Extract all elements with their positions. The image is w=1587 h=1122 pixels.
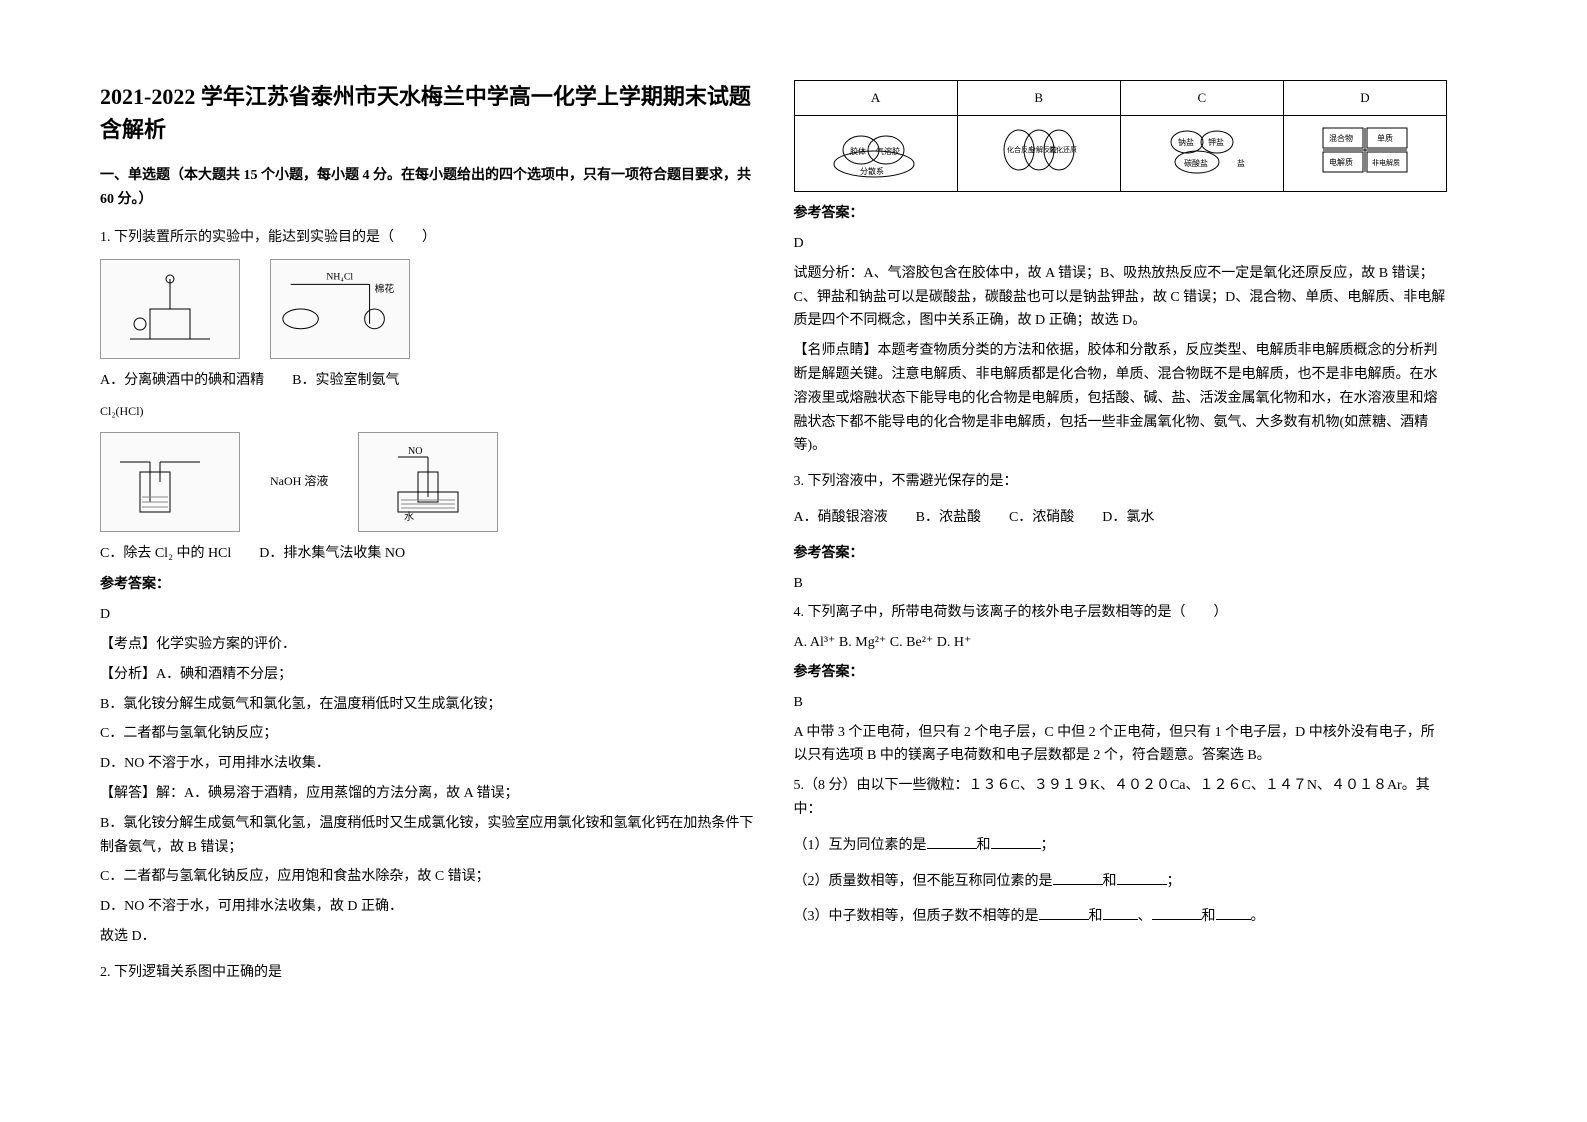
- q2-stem: 2. 下列逻辑关系图中正确的是: [100, 961, 754, 985]
- q2-header-a: A: [794, 81, 957, 116]
- naoh-label: NaOH 溶液: [270, 471, 328, 491]
- q3-stem: 3. 下列溶液中，不需避光保存的是：: [794, 470, 1448, 494]
- q2-answer-letter: D: [794, 232, 1448, 256]
- cotton-label: 棉花: [375, 283, 395, 296]
- svg-text:钠盐: 钠盐: [1178, 137, 1194, 147]
- svg-text:盐: 盐: [1237, 158, 1245, 168]
- q1-diagram-c-label: NaOH 溶液: [270, 471, 328, 491]
- q1-stem: 1. 下列装置所示的实验中，能达到实验目的是（ ）: [100, 226, 754, 250]
- section-intro: 一、单选题（本大题共 15 个小题，每小题 4 分。在每小题给出的四个选项中，只…: [100, 164, 754, 212]
- q4-answer-label: 参考答案：: [794, 661, 1448, 685]
- q1-captions-ab: A．分离碘酒中的碘和酒精 B．实验室制氨气: [100, 369, 754, 393]
- q1-jieda-0: 【解答】解：A．碘易溶于酒精，应用蒸馏的方法分离，故 A 错误；: [100, 782, 754, 806]
- page-title: 2021-2022 学年江苏省泰州市天水梅兰中学高一化学上学期期末试题含解析: [100, 80, 754, 146]
- left-column: 2021-2022 学年江苏省泰州市天水梅兰中学高一化学上学期期末试题含解析 一…: [100, 80, 794, 1082]
- q1-fenxi-2: C．二者都与氢氧化钠反应；: [100, 722, 754, 746]
- q1-diagram-a: [100, 259, 240, 359]
- q1-labels-c: Cl₂(HCl): [100, 401, 754, 421]
- svg-text:非电解质: 非电解质: [1372, 158, 1400, 167]
- q1-fenxi-1: B．氯化铵分解生成氨气和氯化氢，在温度稍低时又生成氯化铵；: [100, 693, 754, 717]
- q3-answer-label: 参考答案：: [794, 542, 1448, 566]
- q5-sub1: （1）互为同位素的是和；: [794, 834, 1448, 858]
- q2-answer-label: 参考答案：: [794, 202, 1448, 226]
- q1-diagram-d: NO 水: [358, 432, 498, 532]
- q2-header-b: B: [957, 81, 1120, 116]
- q3-options: A．硝酸银溶液 B．浓盐酸 C．浓硝酸 D．氯水: [794, 506, 1448, 530]
- svg-text:氧化还原: 氧化还原: [1049, 145, 1077, 154]
- q2-header-d: D: [1283, 81, 1446, 116]
- q5-sub3: （3）中子数相等，但质子数不相等的是和、和。: [794, 905, 1448, 929]
- svg-text:碳酸盐: 碳酸盐: [1184, 158, 1208, 168]
- q2-analysis-1: 【名师点睛】本题考查物质分类的方法和依据，胶体和分散系，反应类型、电解质非电解质…: [794, 339, 1448, 458]
- q1-diagram-c: [100, 432, 240, 532]
- q5-sub2: （2）质量数相等，但不能互称同位素的是和；: [794, 870, 1448, 894]
- q1-captions-cd: C．除去 Cl₂ 中的 HCl D．排水集气法收集 NO: [100, 542, 754, 566]
- q1-diagrams-row1: NH₄Cl 棉花: [100, 259, 754, 359]
- q3-answer-letter: B: [794, 572, 1448, 596]
- svg-text:分散系: 分散系: [860, 166, 884, 176]
- q1-kaodian: 【考点】化学实验方案的评价．: [100, 633, 754, 657]
- q4-options: A. Al³⁺ B. Mg²⁺ C. Be²⁺ D. H⁺: [794, 631, 1448, 655]
- q2-cell-b: 化合反应 分解反应 氧化还原: [957, 116, 1120, 192]
- svg-text:单质: 单质: [1377, 133, 1393, 143]
- svg-text:混合物: 混合物: [1329, 133, 1353, 143]
- water-label: 水: [404, 511, 414, 522]
- cl2-label: Cl₂(HCl): [100, 404, 144, 418]
- q4-analysis: A 中带 3 个正电荷，但只有 2 个电子层，C 中但 2 个正电荷，但只有 1…: [794, 721, 1448, 769]
- right-column: A B C D 胶体 气溶胶 分散系: [794, 80, 1488, 1082]
- svg-text:钾盐: 钾盐: [1208, 137, 1224, 147]
- q1-jieda-1: B．氯化铵分解生成氨气和氯化氢，温度稍低时又生成氯化铵，实验室应用氯化铵和氢氧化…: [100, 812, 754, 860]
- q1-jieda-3: D．NO 不溶于水，可用排水法收集，故 D 正确．: [100, 895, 754, 919]
- q2-relation-table: A B C D 胶体 气溶胶 分散系: [794, 80, 1448, 192]
- q1-fenxi-3: D．NO 不溶于水，可用排水法收集．: [100, 752, 754, 776]
- svg-text:电解质: 电解质: [1329, 157, 1353, 167]
- svg-text:气溶胶: 气溶胶: [876, 146, 900, 156]
- q1-answer-label: 参考答案：: [100, 573, 754, 597]
- q1-diagram-b: NH₄Cl 棉花: [270, 259, 410, 359]
- svg-text:胶体: 胶体: [850, 146, 866, 156]
- q1-diagrams-row2: NaOH 溶液 NO 水: [100, 432, 754, 532]
- q2-cell-c: 钠盐 钾盐 碳酸盐 盐: [1120, 116, 1283, 192]
- q4-answer-letter: B: [794, 691, 1448, 715]
- nh4cl-label: NH₄Cl: [326, 272, 353, 283]
- no-label: NO: [408, 446, 422, 457]
- q1-answer-letter: D: [100, 603, 754, 627]
- q4-stem: 4. 下列离子中，所带电荷数与该离子的核外电子层数相等的是（ ）: [794, 601, 1448, 625]
- q2-header-c: C: [1120, 81, 1283, 116]
- q1-jieda-4: 故选 D．: [100, 925, 754, 949]
- q2-cell-d: 混合物 单质 电解质 非电解质: [1283, 116, 1446, 192]
- q5-stem: 5.（8 分）由以下一些微粒：１３６C、３９１９K、４０２０Ca、１２６C、１４…: [794, 774, 1448, 822]
- q2-cell-a: 胶体 气溶胶 分散系: [794, 116, 957, 192]
- q1-fenxi-0: 【分析】A．碘和酒精不分层；: [100, 663, 754, 687]
- q1-jieda-2: C．二者都与氢氧化钠反应，应用饱和食盐水除杂，故 C 错误；: [100, 865, 754, 889]
- q2-analysis-0: 试题分析：A、气溶胶包含在胶体中，故 A 错误；B、吸热放热反应不一定是氧化还原…: [794, 262, 1448, 333]
